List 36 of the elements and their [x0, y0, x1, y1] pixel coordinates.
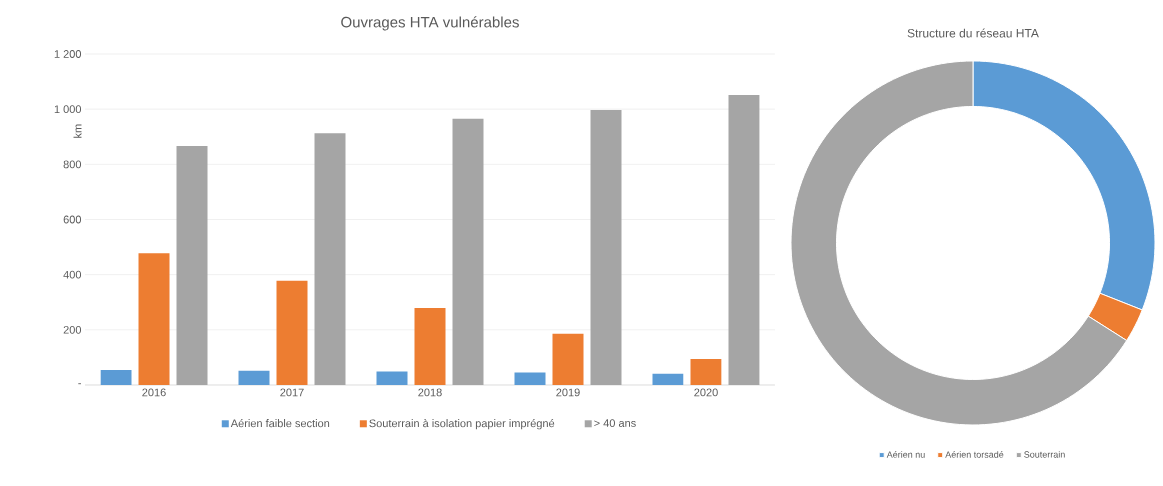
y-tick-label: 1 200 [54, 50, 82, 58]
legend-label: > 40 ans [594, 419, 636, 427]
bar [314, 133, 346, 385]
y-tick-label: - [78, 383, 81, 385]
bar [376, 371, 408, 385]
bar [176, 146, 208, 385]
y-tick-label: 600 [63, 215, 82, 224]
legend-label: Souterrain à isolation papier imprégné [369, 418, 555, 430]
legend-label: Aérien faible section [230, 418, 330, 428]
y-axis-title: km [73, 124, 82, 138]
legend-label: Aérien torsadé [945, 451, 1004, 458]
bar [276, 280, 308, 385]
bar [652, 373, 684, 385]
x-tick-label: 2020 [694, 388, 718, 397]
x-tick-label: 2017 [280, 388, 304, 397]
y-tick-label: 800 [63, 160, 82, 169]
x-tick-label: 2016 [142, 388, 166, 397]
bar [138, 253, 170, 385]
legend-label: Aérien nu [886, 451, 925, 458]
chart-title: Ouvrages HTA vulnérables [341, 16, 519, 31]
bar [514, 372, 546, 385]
bar [590, 109, 622, 385]
bar [728, 95, 760, 385]
bar [552, 333, 584, 385]
x-tick-label: 2018 [418, 388, 442, 397]
legend-label: Souterrain [1024, 451, 1065, 458]
bar [414, 308, 446, 385]
y-tick-label: 200 [63, 325, 82, 334]
bar [690, 359, 722, 385]
chart-title: Structure du réseau HTA [907, 28, 1039, 38]
bar [452, 118, 484, 385]
x-tick-label: 2019 [556, 388, 580, 397]
bar [238, 370, 270, 385]
y-tick-label: 1 000 [54, 105, 82, 114]
y-tick-label: 400 [63, 270, 82, 279]
bar [100, 370, 132, 385]
